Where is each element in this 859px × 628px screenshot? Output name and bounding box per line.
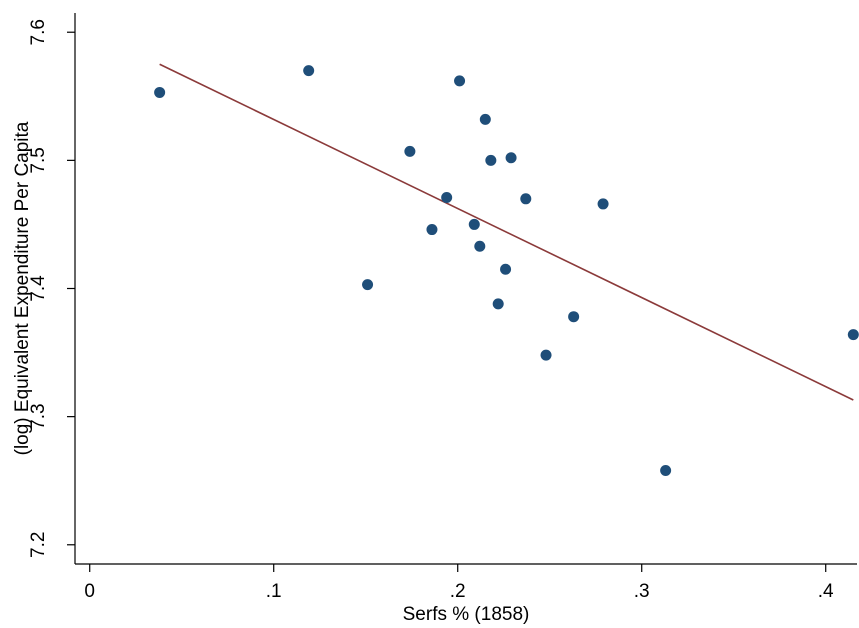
x-axis-title: Serfs % (1858): [403, 604, 530, 625]
data-point: [404, 145, 416, 157]
data-point: [485, 154, 497, 166]
y-tick-label: 7.6: [28, 19, 49, 45]
data-point: [426, 224, 438, 236]
y-tick-label: 7.3: [28, 403, 49, 429]
x-tick-label: .1: [266, 581, 282, 602]
data-point: [441, 192, 453, 204]
data-point: [454, 75, 466, 87]
y-tick-label: 7.2: [28, 532, 49, 558]
data-point: [303, 65, 315, 77]
points-layer: [154, 65, 859, 476]
data-point: [154, 86, 166, 98]
data-point: [505, 152, 517, 164]
fit-line: [159, 63, 854, 401]
data-point: [479, 113, 491, 125]
x-tick-label: .2: [450, 581, 466, 602]
data-point: [540, 349, 552, 361]
y-tick-label: 7.4: [28, 275, 49, 302]
y-axis-title: (log) Equivalent Expenditure Per Capita: [12, 121, 33, 455]
x-tick-label: .3: [634, 581, 650, 602]
data-point: [597, 198, 609, 210]
data-point: [468, 218, 480, 230]
x-ticks: 0 .1 .2 .3 .4: [84, 564, 834, 602]
x-tick-label: 0: [84, 581, 95, 602]
data-point: [568, 311, 580, 323]
data-point: [847, 329, 859, 341]
data-point: [474, 240, 486, 252]
data-point: [362, 279, 374, 291]
x-tick-label: .4: [818, 581, 834, 602]
data-point: [660, 464, 672, 476]
y-ticks: 7.2 7.3 7.4 7.5 7.6: [28, 19, 75, 558]
data-point: [500, 263, 512, 275]
data-point: [492, 298, 504, 310]
data-point: [520, 193, 532, 205]
y-tick-label: 7.5: [28, 147, 49, 173]
fit-line-layer: [159, 63, 854, 401]
